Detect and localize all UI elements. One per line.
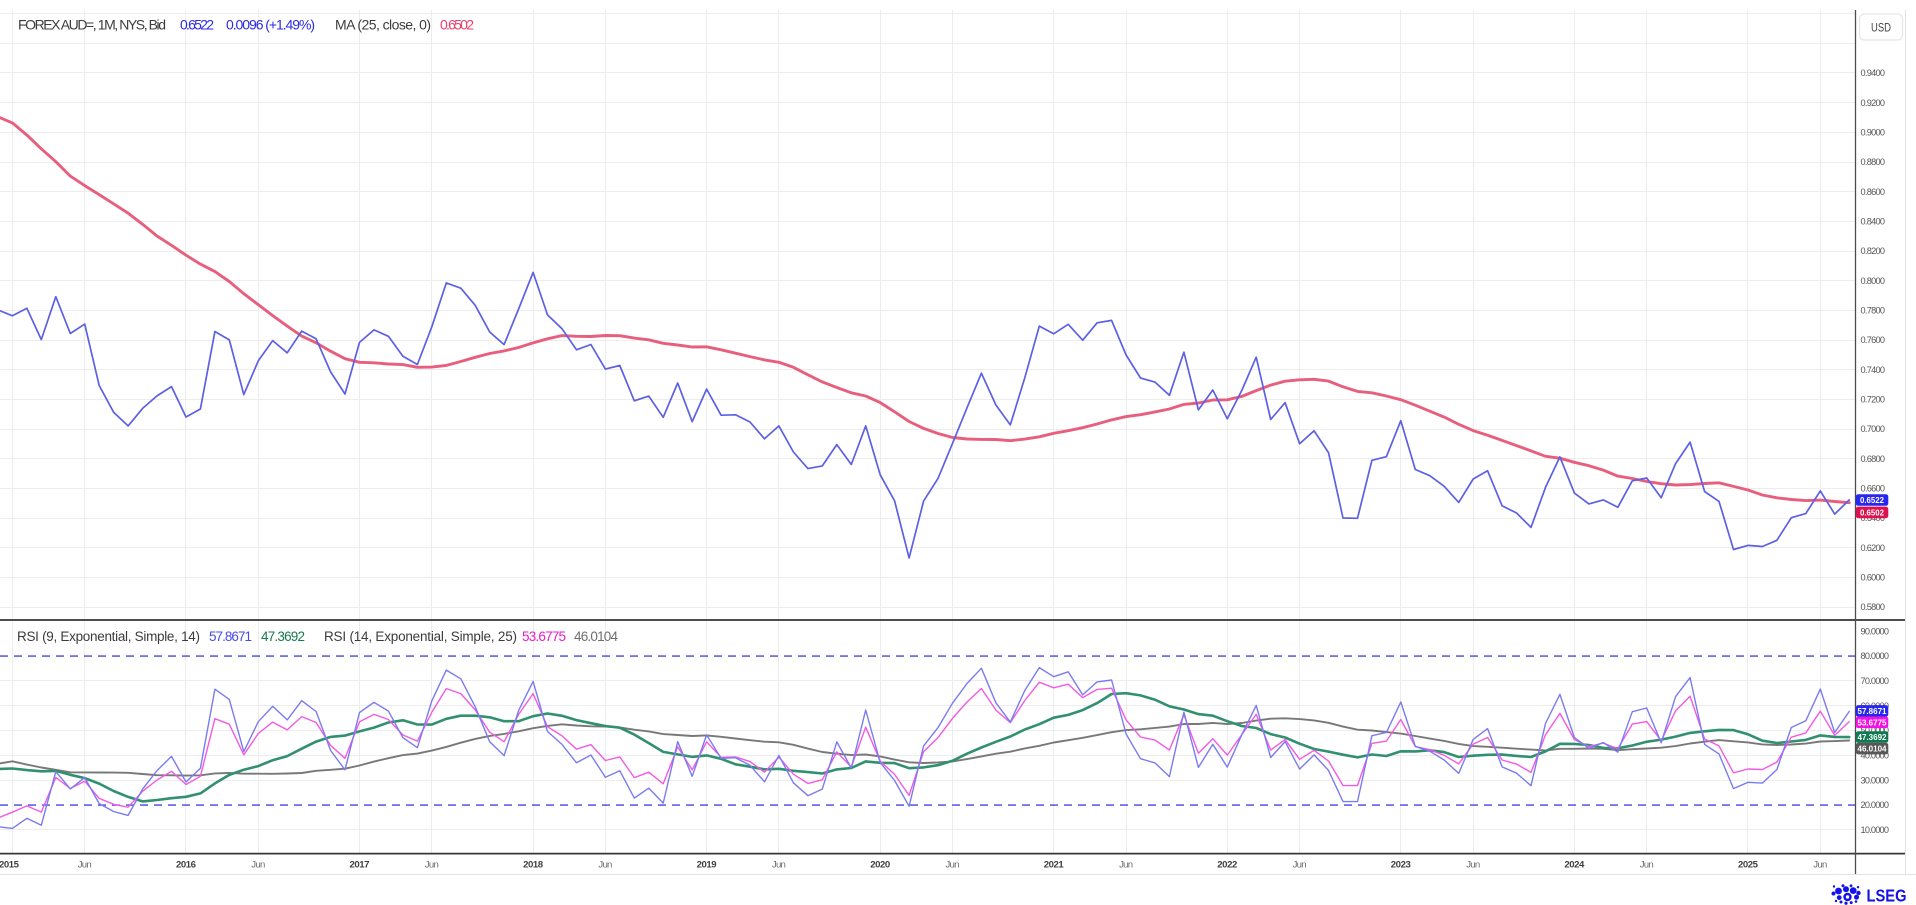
svg-text:MA (25, close, 0): MA (25, close, 0)	[335, 17, 431, 33]
svg-text:10.0000: 10.0000	[1861, 825, 1890, 835]
svg-text:0.6502: 0.6502	[1860, 507, 1884, 517]
svg-text:Jun: Jun	[425, 860, 439, 871]
svg-text:USD: USD	[1871, 21, 1891, 35]
svg-text:FOREX AUD=, 1M, NYS, Bid: FOREX AUD=, 1M, NYS, Bid	[18, 17, 166, 33]
svg-text:Jun: Jun	[1466, 860, 1480, 871]
svg-text:2020: 2020	[870, 860, 890, 871]
svg-text:2015: 2015	[0, 860, 20, 871]
svg-text:Jun: Jun	[946, 860, 960, 871]
svg-text:2017: 2017	[350, 860, 370, 871]
svg-text:70.0000: 70.0000	[1861, 676, 1890, 686]
svg-text:80.0000: 80.0000	[1861, 651, 1890, 661]
svg-text:0.7000: 0.7000	[1861, 424, 1886, 434]
svg-text:0.6200: 0.6200	[1861, 543, 1886, 553]
svg-text:47.3692: 47.3692	[261, 629, 305, 644]
svg-text:0.9400: 0.9400	[1861, 68, 1886, 78]
svg-text:Jun: Jun	[772, 860, 786, 871]
svg-text:0.7800: 0.7800	[1861, 305, 1886, 315]
svg-text:57.8671: 57.8671	[209, 629, 252, 644]
svg-text:Jun: Jun	[1813, 860, 1827, 871]
svg-text:0.8000: 0.8000	[1861, 276, 1886, 286]
svg-text:2025: 2025	[1738, 860, 1759, 871]
svg-text:RSI (9, Exponential, Simple, 1: RSI (9, Exponential, Simple, 14)	[17, 629, 200, 644]
svg-text:RSI (14, Exponential, Simple,: RSI (14, Exponential, Simple, 25)	[324, 629, 517, 644]
svg-text:2019: 2019	[697, 860, 717, 871]
svg-text:0.5800: 0.5800	[1861, 602, 1886, 612]
svg-text:Jun: Jun	[1119, 860, 1133, 871]
svg-text:0.6522: 0.6522	[180, 17, 214, 33]
svg-text:40.0000: 40.0000	[1861, 751, 1890, 761]
svg-text:30.0000: 30.0000	[1861, 775, 1890, 785]
svg-text:20.0000: 20.0000	[1861, 800, 1890, 810]
svg-text:0.9000: 0.9000	[1861, 127, 1886, 137]
svg-text:46.0104: 46.0104	[1858, 744, 1887, 754]
svg-text:0.7600: 0.7600	[1861, 335, 1886, 345]
svg-text:0.8800: 0.8800	[1861, 157, 1886, 167]
svg-text:0.0096 (+1.49%): 0.0096 (+1.49%)	[226, 17, 315, 33]
svg-text:0.7400: 0.7400	[1861, 365, 1886, 375]
svg-text:LSEG: LSEG	[1867, 886, 1907, 905]
svg-text:57.8671: 57.8671	[1858, 706, 1887, 716]
svg-text:2021: 2021	[1044, 860, 1065, 871]
svg-text:0.6502: 0.6502	[440, 17, 474, 33]
svg-text:0.7200: 0.7200	[1861, 394, 1886, 404]
svg-text:2022: 2022	[1217, 860, 1237, 871]
svg-text:Jun: Jun	[1640, 860, 1654, 871]
svg-text:0.8600: 0.8600	[1861, 187, 1886, 197]
svg-text:0.9200: 0.9200	[1861, 98, 1886, 108]
svg-text:Jun: Jun	[251, 860, 265, 871]
svg-text:0.8200: 0.8200	[1861, 246, 1886, 256]
svg-text:53.6775: 53.6775	[1858, 717, 1887, 727]
svg-text:2023: 2023	[1391, 860, 1411, 871]
svg-text:50.0000: 50.0000	[1861, 726, 1890, 736]
svg-text:0.6600: 0.6600	[1861, 483, 1886, 493]
svg-text:53.6775: 53.6775	[522, 629, 566, 644]
svg-text:2018: 2018	[523, 860, 544, 871]
svg-text:2016: 2016	[176, 860, 196, 871]
svg-text:0.6800: 0.6800	[1861, 454, 1886, 464]
svg-text:46.0104: 46.0104	[574, 629, 618, 644]
svg-text:0.6000: 0.6000	[1861, 572, 1886, 582]
svg-text:90.0000: 90.0000	[1861, 626, 1890, 636]
svg-text:47.3692: 47.3692	[1858, 732, 1887, 742]
svg-text:0.6522: 0.6522	[1860, 495, 1884, 505]
svg-text:Jun: Jun	[78, 860, 92, 871]
svg-text:Jun: Jun	[1293, 860, 1307, 871]
svg-text:2024: 2024	[1564, 860, 1585, 871]
svg-text:0.8400: 0.8400	[1861, 216, 1886, 226]
svg-text:Jun: Jun	[598, 860, 612, 871]
